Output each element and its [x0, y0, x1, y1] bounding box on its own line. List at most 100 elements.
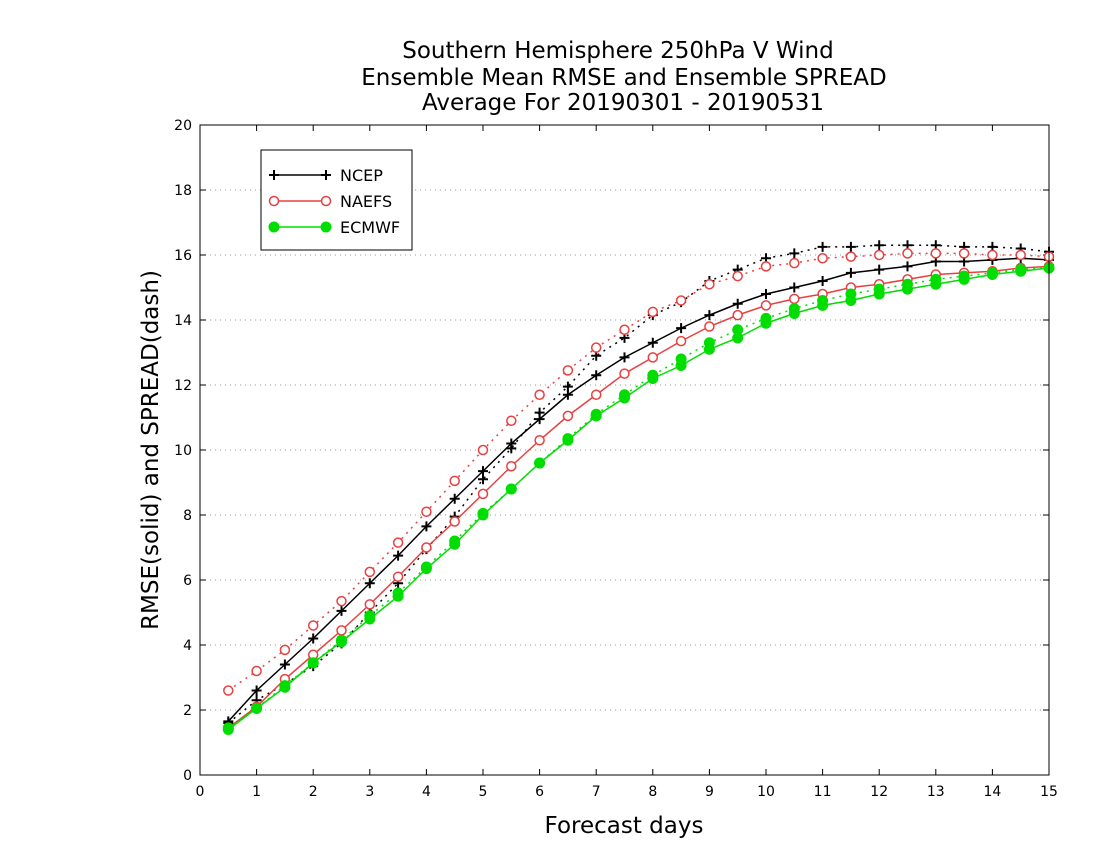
legend-marker: [268, 221, 280, 233]
legend-items: NCEP NAEFS ECMWF: [268, 166, 400, 237]
x-tick-label: 3: [365, 784, 374, 800]
naefs-rmse-point: [364, 599, 376, 610]
chart-title-line-3: Average For 20190301 - 20190531: [422, 90, 824, 116]
legend-label: ECMWF: [340, 218, 400, 237]
ncep-rmse-point: [279, 659, 290, 670]
naefs-rmse-point: [506, 461, 517, 472]
ncep-rmse-point: [761, 289, 771, 299]
x-tick-label: 4: [422, 784, 431, 800]
ncep-rmse-point: [874, 264, 885, 275]
naefs-spread-point: [873, 249, 885, 261]
naefs-spread-point: [958, 248, 970, 259]
y-tick-label: 2: [183, 703, 192, 719]
naefs-spread-point: [619, 324, 630, 335]
naefs-rmse-point: [477, 488, 489, 500]
legend-marker: [320, 195, 332, 207]
legend-marker: [268, 195, 280, 207]
x-tick-label: 14: [983, 784, 1001, 800]
ncep-rmse-point: [364, 578, 375, 589]
naefs-spread-point: [562, 365, 574, 376]
chart-title-line-2: Ensemble Mean RMSE and Ensemble SPREAD: [361, 65, 886, 91]
ecmwf-rmse-point: [703, 343, 715, 355]
series-naefs: [223, 248, 1055, 734]
naefs-spread-point: [590, 342, 602, 353]
naefs-spread-point: [534, 389, 545, 400]
naefs-spread-point: [845, 251, 857, 262]
ecmwf-rmse-point: [279, 681, 291, 693]
y-tick-label: 12: [174, 378, 192, 394]
ecmwf-rmse-point: [958, 273, 970, 285]
x-tick-label: 7: [592, 784, 601, 800]
ecmwf-rmse-point: [364, 613, 376, 625]
ecmwf-rmse-point: [647, 373, 659, 384]
ncep-rmse-point: [789, 282, 800, 293]
series-layer: [222, 240, 1055, 735]
y-tick-label: 14: [174, 313, 192, 329]
legend-marker: [269, 170, 279, 180]
naefs-spread-point: [506, 415, 517, 426]
ncep-spread-point: [789, 248, 800, 259]
ecmwf-rmse-point: [222, 724, 234, 735]
naefs-spread-point: [392, 537, 404, 548]
x-tick-label: 13: [927, 784, 945, 800]
ecmwf-rmse-point: [902, 283, 913, 295]
y-tick-label: 6: [183, 573, 192, 589]
ecmwf-rmse-point: [307, 657, 319, 669]
ecmwf-rmse-point: [760, 317, 772, 329]
naefs-rmse-point: [534, 435, 545, 446]
naefs-spread-point: [789, 257, 800, 269]
grid-lines: [200, 189, 1049, 711]
ncep-rmse-point: [817, 276, 828, 286]
x-tick-label: 10: [757, 784, 775, 800]
naefs-spread-point: [930, 248, 942, 259]
ecmwf-rmse-point: [873, 288, 885, 300]
ecmwf-rmse-point: [562, 434, 574, 446]
naefs-rmse-point: [590, 389, 602, 400]
naefs-spread-point: [647, 306, 659, 318]
naefs-spread-point: [307, 620, 319, 631]
ncep-rmse-point: [393, 550, 404, 561]
ncep-rmse-point: [449, 493, 460, 504]
x-tick-label: 12: [870, 784, 888, 800]
ncep-rmse-point: [478, 466, 488, 477]
ncep-rmse-point: [336, 605, 347, 616]
naefs-spread-point: [817, 253, 828, 264]
ecmwf-rmse-point: [449, 538, 461, 550]
naefs-spread-point: [1015, 249, 1026, 261]
ecmwf-rmse-point: [336, 636, 347, 648]
ecmwf-rmse-point: [732, 332, 744, 344]
naefs-rmse-point: [449, 516, 460, 527]
legend-box: [260, 149, 413, 251]
x-tick-label: 11: [814, 784, 832, 800]
ecmwf-rmse-point: [845, 295, 857, 306]
ecmwf-rmse-point: [675, 360, 687, 371]
ncep-rmse-point: [619, 352, 630, 363]
ncep-spread-point: [845, 241, 856, 252]
naefs-spread-point: [987, 249, 998, 261]
ncep-rmse-point: [845, 267, 856, 278]
legend-label: NCEP: [340, 166, 383, 185]
x-tick-label: 2: [309, 784, 318, 800]
ncep-rmse-line: [227, 257, 1050, 722]
naefs-spread-point: [223, 685, 234, 696]
series-ncep: [223, 240, 1054, 728]
ecmwf-rmse-point: [986, 269, 998, 280]
legend-marker: [321, 170, 331, 180]
ncep-spread-point: [817, 241, 828, 252]
legend-item-naefs: NAEFS: [268, 192, 392, 211]
ecmwf-rmse-line: [227, 267, 1050, 731]
ncep-rmse-point: [421, 521, 432, 532]
ecmwf-rmse-point: [590, 410, 602, 422]
naefs-rmse-point: [562, 410, 574, 422]
x-tick-label: 0: [196, 784, 205, 800]
ncep-spread-line: [227, 244, 1050, 724]
ncep-rmse-point: [676, 323, 687, 334]
naefs-rmse-point: [675, 335, 687, 347]
ecmwf-rmse-point: [505, 483, 517, 495]
naefs-rmse-point: [732, 309, 743, 321]
ncep-rmse-point: [704, 310, 715, 321]
naefs-spread-point: [902, 248, 913, 259]
x-axis-ticks: 0 1 2 3 4 5 6 7 8 9 10 11 12 13 14 15: [196, 125, 1058, 800]
ncep-rmse-point: [902, 261, 913, 272]
